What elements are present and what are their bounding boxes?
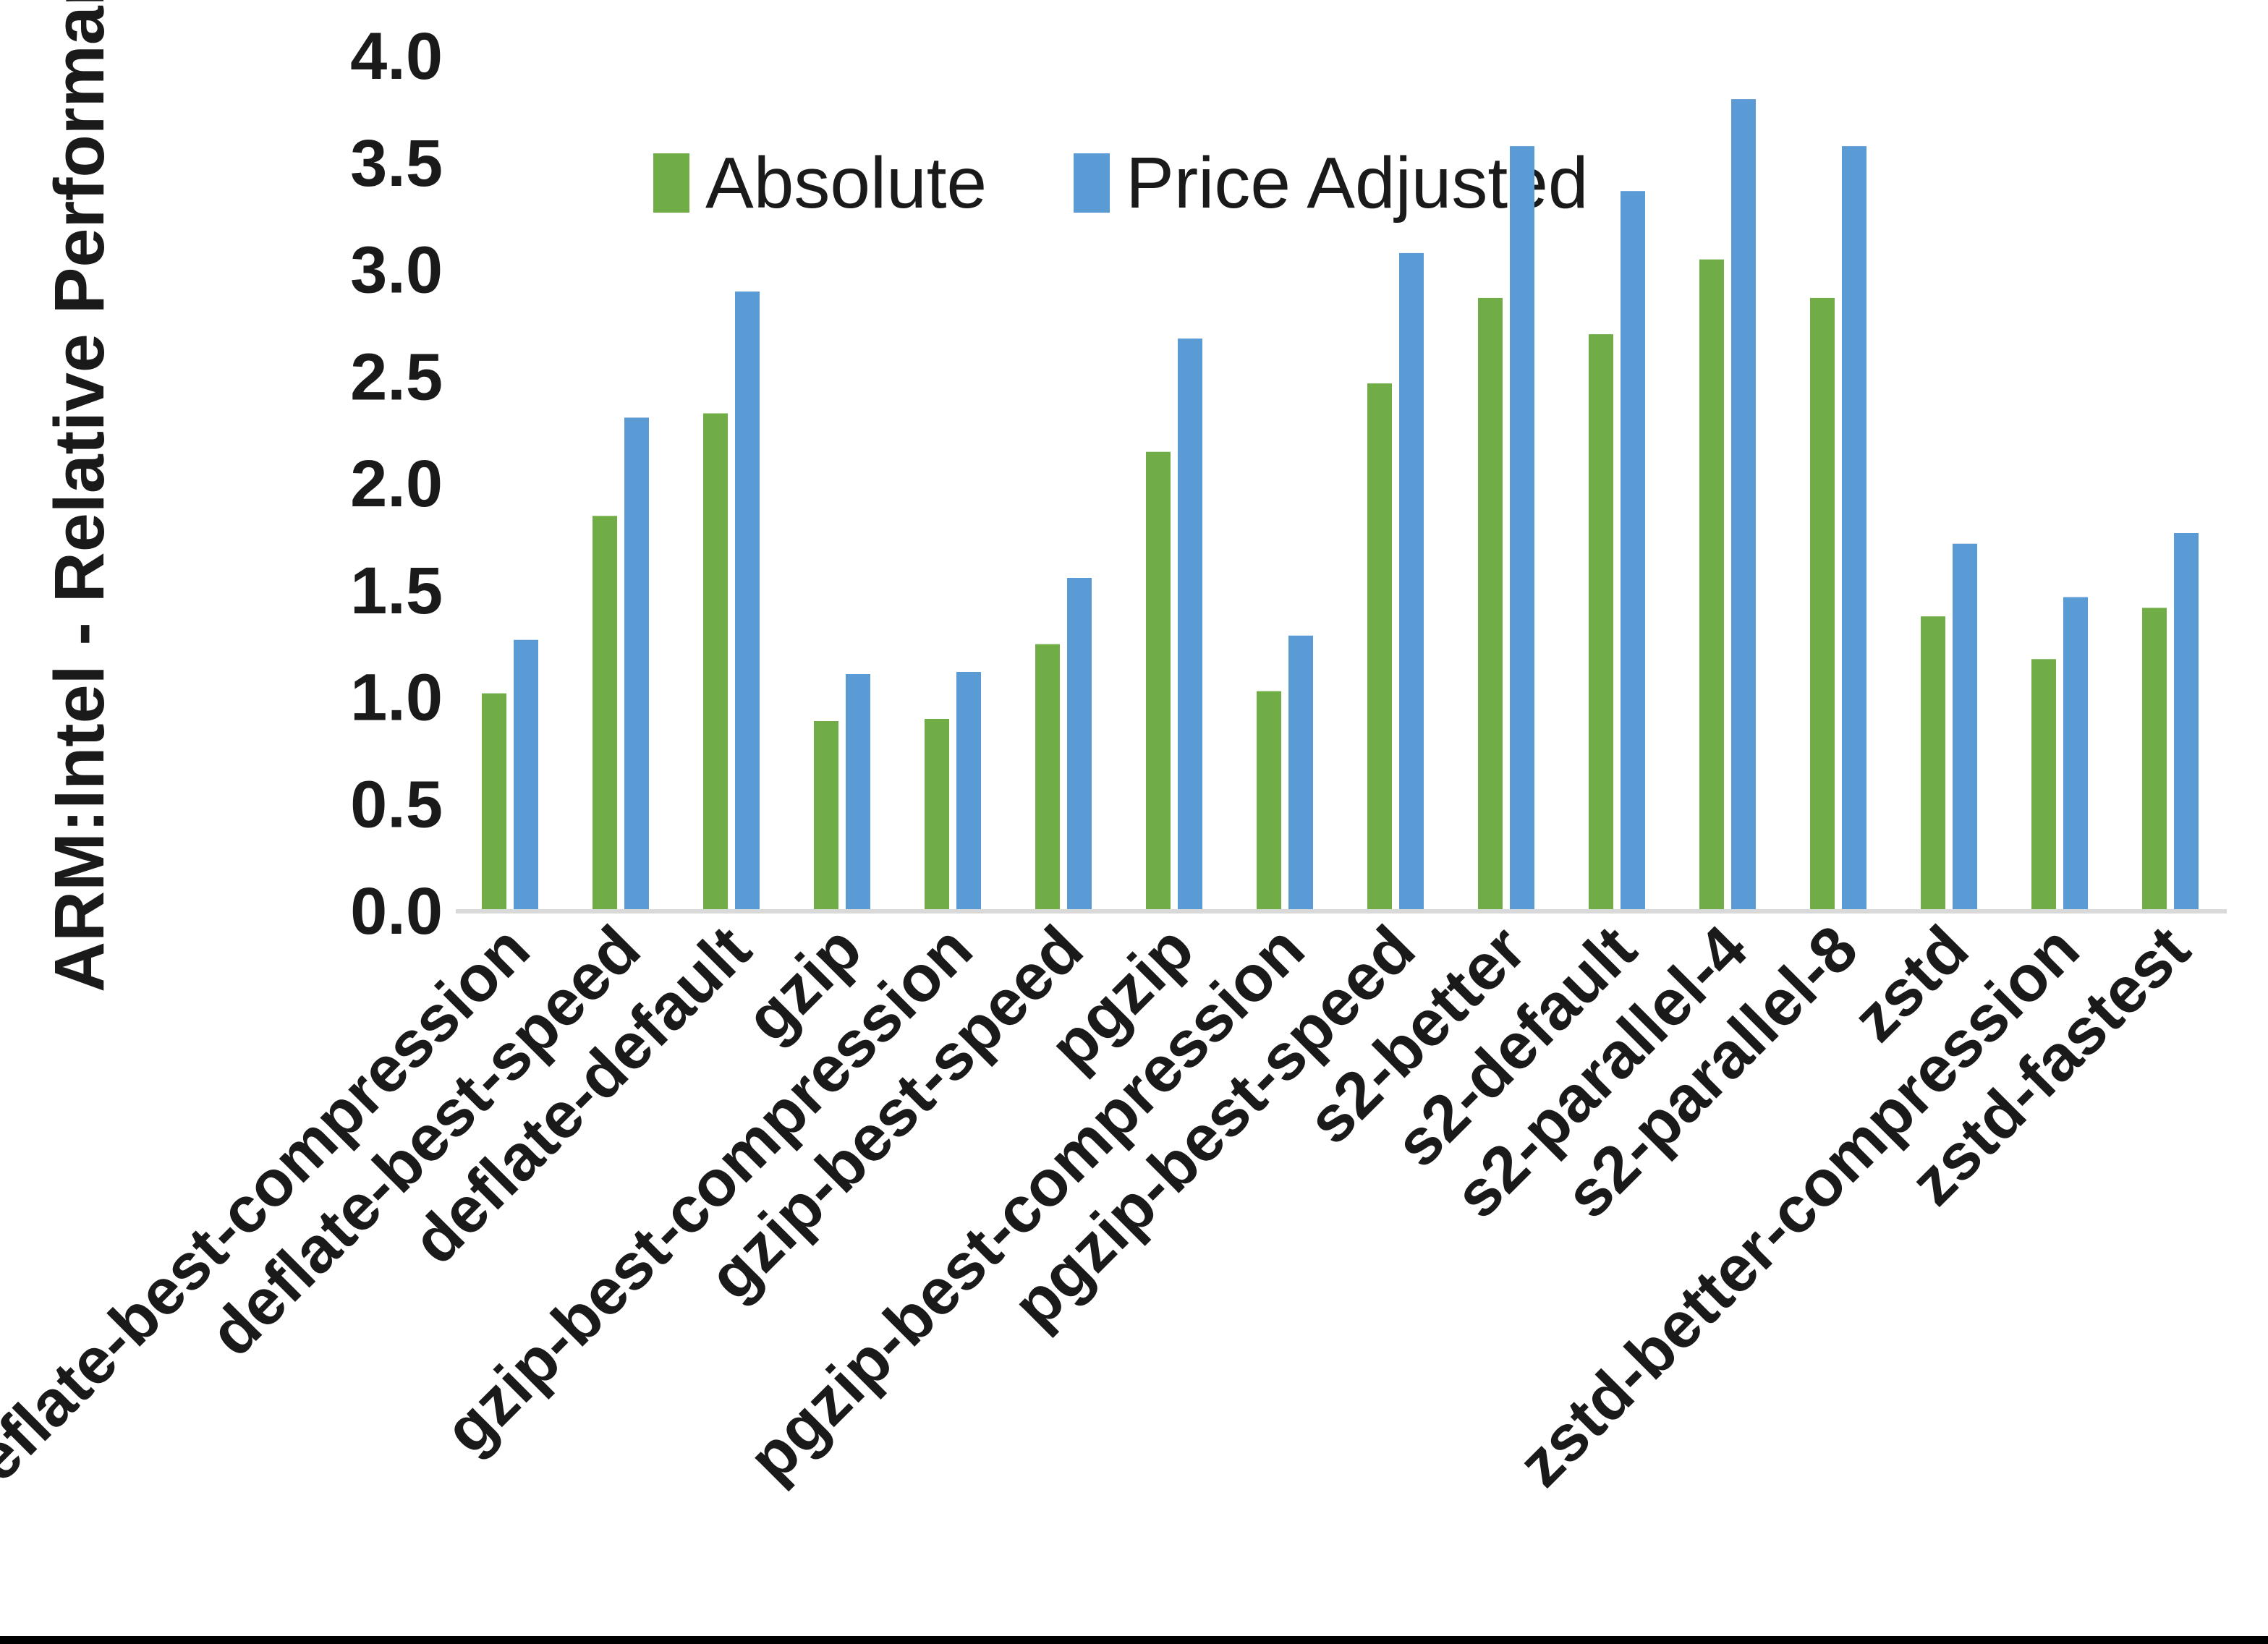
bar-absolute-zstd-better-compression	[2031, 659, 2056, 911]
bar-price-adjusted-zstd	[1953, 543, 1977, 911]
bar-absolute-deflate-default	[703, 413, 728, 911]
y-tick-label: 2.0	[350, 447, 443, 521]
bar-price-adjusted-gzip-best-speed	[1067, 578, 1092, 911]
bar-price-adjusted-gzip	[846, 674, 870, 911]
absolute-series-swatch	[653, 153, 689, 213]
bar-absolute-s2-default	[1589, 334, 1613, 912]
y-tick-label: 0.0	[350, 874, 443, 948]
bar-absolute-pgzip-best-compression	[1257, 691, 1281, 911]
bar-absolute-s2-better	[1478, 297, 1503, 911]
bar-absolute-gzip-best-speed	[1035, 644, 1060, 911]
bar-absolute-pgzip-best-speed	[1367, 383, 1392, 911]
bar-absolute-deflate-best-compression	[482, 693, 506, 911]
bar-absolute-zstd	[1921, 616, 1945, 911]
bar-price-adjusted-zstd-better-compression	[2063, 597, 2088, 911]
bar-price-adjusted-s2-default	[1621, 191, 1645, 911]
price-adjusted-series-swatch	[1074, 153, 1110, 213]
bar-price-adjusted-s2-better	[1510, 146, 1534, 912]
bar-price-adjusted-gzip-best-compression	[956, 672, 981, 911]
bar-absolute-deflate-best-speed	[593, 516, 617, 911]
bar-price-adjusted-pgzip-best-speed	[1399, 252, 1424, 911]
bar-price-adjusted-s2-parallel-8	[1842, 146, 1866, 912]
bottom-border	[0, 1636, 2268, 1644]
bar-absolute-gzip	[814, 721, 838, 911]
bar-absolute-pgzip	[1146, 451, 1171, 911]
bar-price-adjusted-pgzip	[1178, 338, 1202, 912]
bar-absolute-zstd-fastest	[2142, 608, 2167, 911]
y-tick-label: 4.0	[350, 20, 443, 93]
bar-price-adjusted-deflate-default	[735, 291, 760, 912]
bar-price-adjusted-zstd-fastest	[2174, 533, 2199, 911]
y-tick-label: 0.5	[350, 767, 443, 841]
bar-absolute-s2-parallel-4	[1699, 259, 1724, 911]
bar-absolute-gzip-best-compression	[925, 719, 949, 911]
y-tick-label: 1.5	[350, 554, 443, 628]
y-tick-label: 1.0	[350, 661, 443, 735]
y-tick-label: 2.5	[350, 340, 443, 414]
y-tick-label: 3.5	[350, 127, 443, 200]
y-tick-label: 3.0	[350, 234, 443, 307]
bar-price-adjusted-pgzip-best-compression	[1288, 635, 1313, 911]
legend-item-absolute: Absolute	[653, 147, 987, 219]
bar-price-adjusted-deflate-best-speed	[624, 417, 649, 911]
bar-price-adjusted-deflate-best-compression	[514, 639, 538, 911]
bar-absolute-s2-parallel-8	[1810, 297, 1835, 911]
bar-price-adjusted-s2-parallel-4	[1731, 99, 1756, 912]
legend-label-absolute: Absolute	[705, 142, 988, 223]
